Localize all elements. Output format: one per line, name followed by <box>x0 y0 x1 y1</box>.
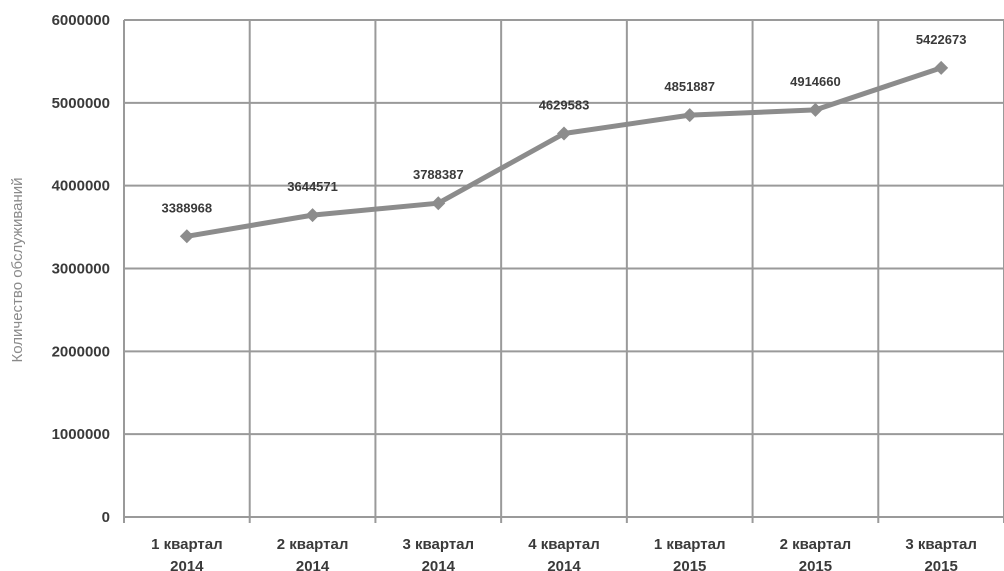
y-tick-label: 2000000 <box>52 343 110 360</box>
y-tick-label: 4000000 <box>52 178 110 195</box>
x-tick-label: 3 квартал 2015 <box>905 536 977 571</box>
grid-lines <box>123 19 1004 523</box>
y-tick-label: 0 <box>102 509 110 526</box>
series-line-path <box>186 65 942 239</box>
y-tick-label: 3000000 <box>52 261 110 278</box>
y-axis-ticks: 0 1000000 2000000 3000000 4000000 5000000 6000… <box>52 12 110 526</box>
data-point-marker <box>305 208 320 223</box>
series-line <box>179 60 949 244</box>
data-point-marker <box>808 102 823 117</box>
x-tick-label: 1 квартал 2014 <box>151 536 223 571</box>
x-tick-label: 2 квартал 2014 <box>277 536 349 571</box>
data-label: 4629583 <box>539 98 590 113</box>
data-label: 3788387 <box>413 167 464 182</box>
data-label: 4851887 <box>664 79 715 94</box>
y-tick-label: 6000000 <box>52 12 110 29</box>
data-label: 5422673 <box>916 32 967 47</box>
y-axis-title: Количество обслуживаний <box>9 177 26 362</box>
data-labels: 3388968 3644571 3788387 4629583 4851887 49146… <box>162 32 967 215</box>
data-label: 3644571 <box>287 179 338 194</box>
data-point-marker <box>179 229 194 244</box>
y-tick-label: 5000000 <box>52 95 110 112</box>
y-tick-label: 1000000 <box>52 426 110 443</box>
data-label: 3388968 <box>162 200 213 215</box>
data-point-marker <box>557 126 571 141</box>
x-tick-label: 3 квартал 2014 <box>402 536 474 571</box>
data-point-marker <box>682 108 697 123</box>
x-tick-label: 2 квартал 2015 <box>780 536 852 571</box>
x-tick-label: 1 квартал 2015 <box>654 536 726 571</box>
data-label: 4914660 <box>790 74 841 89</box>
x-axis-ticks: 1 квартал 2014 2 квартал 2014 3 квартал 2014 4… <box>151 536 977 571</box>
data-point-marker <box>431 196 446 211</box>
x-tick-label: 4 квартал 2014 <box>528 536 600 571</box>
data-point-marker <box>934 60 949 75</box>
